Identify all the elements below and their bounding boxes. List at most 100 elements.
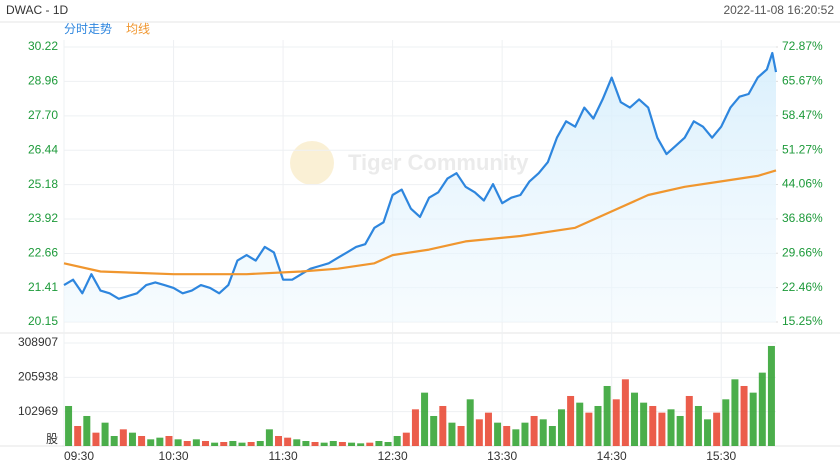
x-tick-label: 13:30: [487, 449, 517, 463]
volume-bar: [640, 402, 648, 446]
volume-bar: [457, 425, 465, 446]
watermark: Tiger Community: [290, 141, 529, 185]
volume-bar: [265, 429, 273, 446]
volume-bar: [475, 419, 483, 446]
volume-bar: [530, 415, 538, 446]
volume-bar: [430, 415, 438, 446]
volume-bar: [238, 442, 246, 446]
volume-bar: [731, 379, 739, 446]
volume-bar: [585, 412, 593, 446]
y-tick-label: 21.41: [28, 280, 58, 294]
volume-bar: [119, 429, 127, 446]
volume-bar: [211, 442, 219, 446]
y2-tick-label: 36.86%: [782, 211, 823, 225]
volume-bar: [402, 432, 410, 446]
y-tick-label: 25.18: [28, 177, 58, 191]
volume-bar: [348, 442, 356, 446]
watermark-text: Tiger Community: [348, 150, 529, 175]
volume-bar: [165, 435, 173, 446]
volume-bar: [201, 440, 209, 446]
volume-bar: [722, 399, 730, 446]
volume-bar: [439, 405, 447, 446]
volume-bar: [539, 419, 547, 446]
volume-bar: [275, 435, 283, 446]
volume-tick-label: 308907: [18, 335, 58, 349]
volume-bar: [484, 412, 492, 446]
volume-bar: [384, 441, 392, 446]
volume-bar: [521, 422, 529, 446]
volume-bar: [74, 425, 82, 446]
volume-bar: [594, 405, 602, 446]
legend-entry: 均线: [126, 22, 150, 36]
volume-bar: [192, 439, 200, 446]
volume-bar: [466, 399, 474, 446]
volume-bar: [421, 392, 429, 446]
volume-bar: [366, 442, 374, 446]
line: [63, 169, 777, 276]
volume-bar: [621, 379, 629, 446]
volume-bar: [685, 395, 693, 446]
volume-bar: [284, 437, 292, 446]
y2-tick-label: 51.27%: [782, 142, 823, 156]
volume-bar: [65, 405, 73, 446]
volume-bar: [138, 435, 146, 446]
y-tick-label: 23.92: [28, 211, 58, 225]
x-tick-label: 15:30: [706, 449, 736, 463]
volume-tick-label: 102969: [18, 404, 58, 418]
volume-bar: [713, 412, 721, 446]
volume-bar: [512, 429, 520, 446]
y2-tick-label: 22.46%: [782, 280, 823, 294]
volume-bar: [156, 437, 164, 446]
y2-tick-label: 44.06%: [782, 177, 823, 191]
x-tick-label: 10:30: [159, 449, 189, 463]
timestamp: 2022-11-08 16:20:52: [723, 3, 834, 17]
volume-bar: [311, 441, 319, 446]
chart-title: DWAC - 1D: [6, 3, 69, 17]
area: [64, 53, 776, 322]
volume-bar: [749, 392, 757, 446]
y-tick-label: 26.44: [28, 142, 58, 156]
y2-tick-label: 72.87%: [782, 39, 823, 53]
volume-bar: [393, 435, 401, 446]
volume-bar: [320, 442, 328, 446]
volume-bar: [101, 422, 109, 446]
volume-bar: [147, 439, 155, 446]
y-tick-label: 30.22: [28, 39, 58, 53]
x-tick-label: 14:30: [597, 449, 627, 463]
volume-bar: [631, 392, 639, 446]
volume-tick-label: 股: [46, 432, 58, 446]
volume-bar: [612, 399, 620, 446]
volume-bar: [567, 395, 575, 446]
volume-bar: [329, 440, 337, 446]
volume-bar: [704, 419, 712, 446]
volume-bar: [767, 345, 775, 446]
volume-bar: [183, 440, 191, 446]
y2-tick-label: 58.47%: [782, 108, 823, 122]
volume-bar: [357, 443, 365, 446]
volume-bar: [302, 440, 310, 446]
volume-bar: [220, 441, 228, 446]
y-tick-label: 22.66: [28, 246, 58, 260]
volume-bar: [603, 385, 611, 446]
volume-bar: [110, 435, 118, 446]
volume-bar: [658, 412, 666, 446]
volume-bar: [576, 402, 584, 446]
volume-bar: [293, 439, 301, 446]
y2-tick-label: 15.25%: [782, 314, 823, 328]
y-tick-label: 27.70: [28, 108, 58, 122]
y2-tick-label: 29.66%: [782, 245, 823, 259]
legend-entry: 分时走势: [64, 22, 112, 36]
volume-bar: [548, 425, 556, 446]
x-tick-label: 09:30: [64, 449, 94, 463]
volume-bar: [503, 425, 511, 446]
volume-bar: [411, 409, 419, 446]
volume-bar: [229, 440, 237, 446]
volume-bar: [557, 409, 565, 446]
volume-bar: [494, 422, 502, 446]
y-tick-label: 28.96: [28, 74, 58, 88]
volume-bar: [338, 441, 346, 446]
volume-bar: [740, 385, 748, 446]
volume-bar: [256, 440, 264, 446]
volume-bar: [676, 415, 684, 446]
volume-bar: [247, 441, 255, 446]
